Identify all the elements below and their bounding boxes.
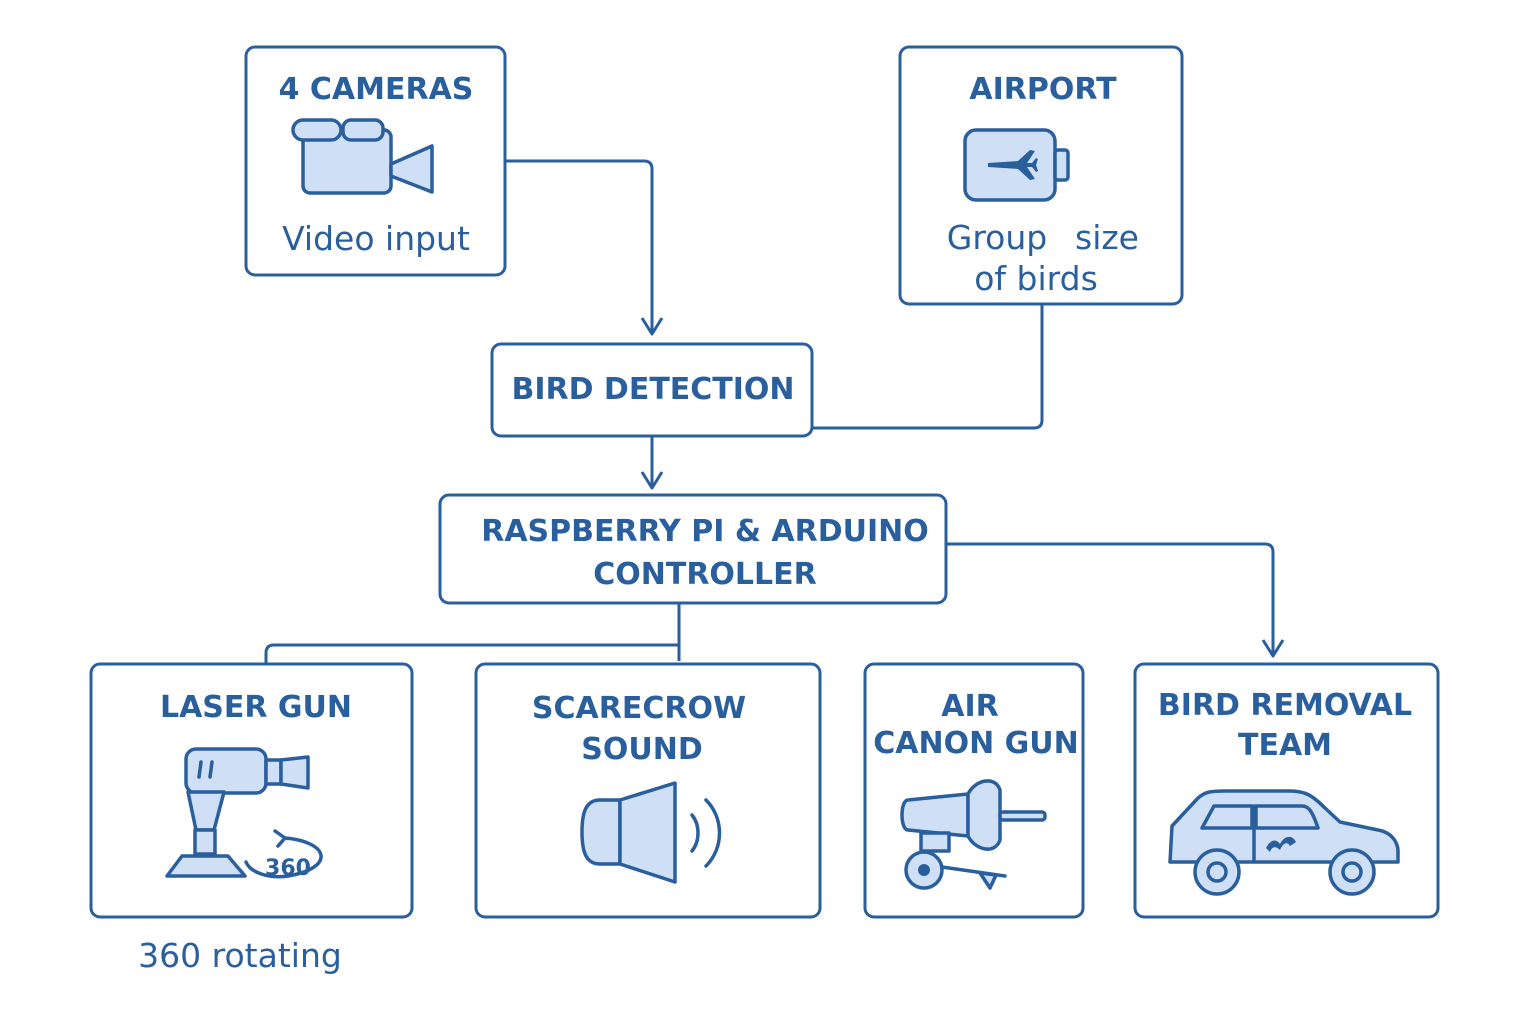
- controller-node: RASPBERRY PI & ARDUINO CONTROLLER: [438, 493, 948, 605]
- airplane-icon: [963, 128, 1070, 202]
- connectors: [264, 159, 1285, 663]
- speaker-icon: [580, 781, 722, 884]
- laser-gun-icon: [165, 747, 323, 879]
- laser-gun-title: LASER GUN: [160, 690, 352, 725]
- cameras-title: 4 CAMERAS: [279, 72, 474, 107]
- laser-gun-node: LASER GUN 360: [89, 662, 414, 919]
- arrowhead-controller: [640, 471, 664, 490]
- controller-box: [438, 493, 948, 605]
- airport-node: AIRPORT Group size of birds: [898, 45, 1184, 306]
- connector-branch-to-laser-gun: [264, 643, 679, 663]
- bird-detection-node: BIRD DETECTION: [490, 342, 814, 438]
- cameras-subtitle: Video input: [282, 219, 470, 258]
- scarecrow-sound-title-line2: SOUND: [581, 732, 702, 767]
- laser-gun-caption: 360 rotating: [138, 936, 342, 975]
- scarecrow-sound-title-line1: SCARECROW: [532, 691, 746, 726]
- connector-controller-to-removal-team: [947, 542, 1275, 654]
- air-canon-gun-title-line1: AIR: [941, 689, 998, 724]
- air-cannon-icon: [900, 779, 1047, 890]
- laser-gun-rotation-label: 360: [265, 856, 311, 881]
- cameras-node: 4 CAMERAS Video input: [244, 45, 507, 277]
- bird-removal-team-node: BIRD REMOVAL TEAM: [1133, 662, 1440, 919]
- controller-title-line2: CONTROLLER: [593, 557, 817, 592]
- airport-subtitle-size: size: [1075, 218, 1139, 257]
- bird-detection-box: [490, 342, 814, 438]
- airport-subtitle-group: Group: [947, 218, 1047, 257]
- air-canon-gun-node: AIR CANON GUN: [863, 662, 1085, 919]
- bird-removal-team-title-line1: BIRD REMOVAL: [1158, 688, 1412, 723]
- connector-airport-to-detection: [812, 305, 1044, 430]
- bird-removal-team-title-line2: TEAM: [1238, 728, 1332, 763]
- arrowhead-removal-team: [1261, 639, 1285, 658]
- controller-title-line1: RASPBERRY PI & ARDUINO: [481, 514, 929, 549]
- airport-subtitle-of-birds: of birds: [974, 259, 1098, 298]
- airport-title: AIRPORT: [969, 72, 1117, 107]
- scarecrow-sound-node: SCARECROW SOUND: [474, 662, 822, 919]
- car-icon: [1168, 789, 1400, 896]
- video-camera-icon: [291, 118, 434, 195]
- connector-cameras-to-detection: [506, 159, 654, 332]
- bird-detection-title: BIRD DETECTION: [511, 372, 794, 407]
- air-canon-gun-title-line2: CANON GUN: [873, 726, 1079, 761]
- arrowhead-detection: [640, 317, 664, 336]
